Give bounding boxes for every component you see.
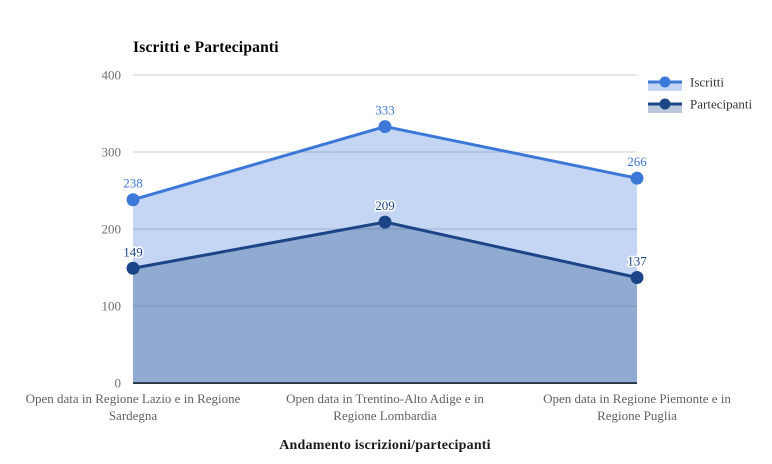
legend-label: Partecipanti — [690, 97, 752, 112]
legend: Iscritti Partecipanti — [648, 75, 752, 114]
legend-item-partecipanti[interactable]: Partecipanti — [648, 97, 752, 114]
y-tick-label: 400 — [102, 68, 122, 83]
legend-marker-icon — [659, 76, 671, 88]
area-fill-iscritti — [133, 126, 637, 383]
x-axis-category-label: Open data in Trentino-Alto Adige e in Re… — [286, 391, 484, 423]
value-label-iscritti: 266 — [627, 154, 647, 169]
legend-item-iscritti[interactable]: Iscritti — [648, 75, 724, 92]
data-point-iscritti[interactable] — [630, 171, 644, 185]
x-axis-title: Andamento iscrizioni/partecipanti — [279, 438, 491, 453]
data-point-iscritti[interactable] — [378, 120, 392, 134]
x-axis-category-label: Open data in Regione Piemonte e in Regio… — [543, 391, 731, 423]
value-label-partecipanti: 149 — [123, 244, 143, 259]
y-tick-label: 200 — [102, 222, 122, 237]
value-label-iscritti: 333 — [375, 103, 395, 118]
y-tick-label: 100 — [102, 299, 122, 314]
legend-label: Iscritti — [690, 75, 724, 90]
x-axis-category-label: Open data in Regione Lazio e in Regione … — [25, 391, 241, 423]
data-point-partecipanti[interactable] — [126, 261, 140, 275]
data-point-partecipanti[interactable] — [630, 271, 644, 285]
chart-title: Iscritti e Partecipanti — [133, 39, 279, 56]
area-fill-partecipanti — [133, 222, 637, 383]
value-label-iscritti: 238 — [123, 176, 143, 191]
y-tick-label: 300 — [102, 145, 122, 160]
value-label-partecipanti: 209 — [375, 198, 395, 213]
data-point-iscritti[interactable] — [126, 193, 140, 207]
data-point-partecipanti[interactable] — [378, 215, 392, 229]
legend-marker-icon — [659, 98, 671, 110]
value-label-partecipanti: 137 — [627, 254, 647, 269]
y-tick-label: 0 — [115, 376, 122, 391]
